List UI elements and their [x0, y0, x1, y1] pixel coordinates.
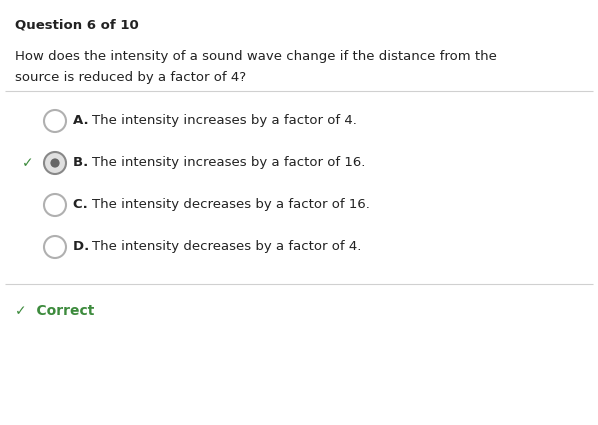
- Circle shape: [44, 194, 66, 216]
- Text: The intensity increases by a factor of 16.: The intensity increases by a factor of 1…: [92, 156, 365, 170]
- Text: The intensity decreases by a factor of 4.: The intensity decreases by a factor of 4…: [92, 241, 361, 253]
- Circle shape: [44, 152, 66, 174]
- Text: ✓  Correct: ✓ Correct: [15, 304, 94, 318]
- Text: Question 6 of 10: Question 6 of 10: [15, 18, 139, 31]
- Text: How does the intensity of a sound wave change if the distance from the: How does the intensity of a sound wave c…: [15, 50, 497, 63]
- Text: C.: C.: [73, 198, 97, 212]
- Text: A.: A.: [73, 114, 98, 127]
- Text: B.: B.: [73, 156, 97, 170]
- Text: The intensity decreases by a factor of 16.: The intensity decreases by a factor of 1…: [92, 198, 370, 212]
- Circle shape: [50, 159, 60, 167]
- Text: The intensity increases by a factor of 4.: The intensity increases by a factor of 4…: [92, 114, 357, 127]
- Text: D.: D.: [73, 241, 99, 253]
- Text: source is reduced by a factor of 4?: source is reduced by a factor of 4?: [15, 71, 246, 84]
- Text: ✓: ✓: [22, 156, 34, 170]
- Circle shape: [44, 236, 66, 258]
- Circle shape: [44, 110, 66, 132]
